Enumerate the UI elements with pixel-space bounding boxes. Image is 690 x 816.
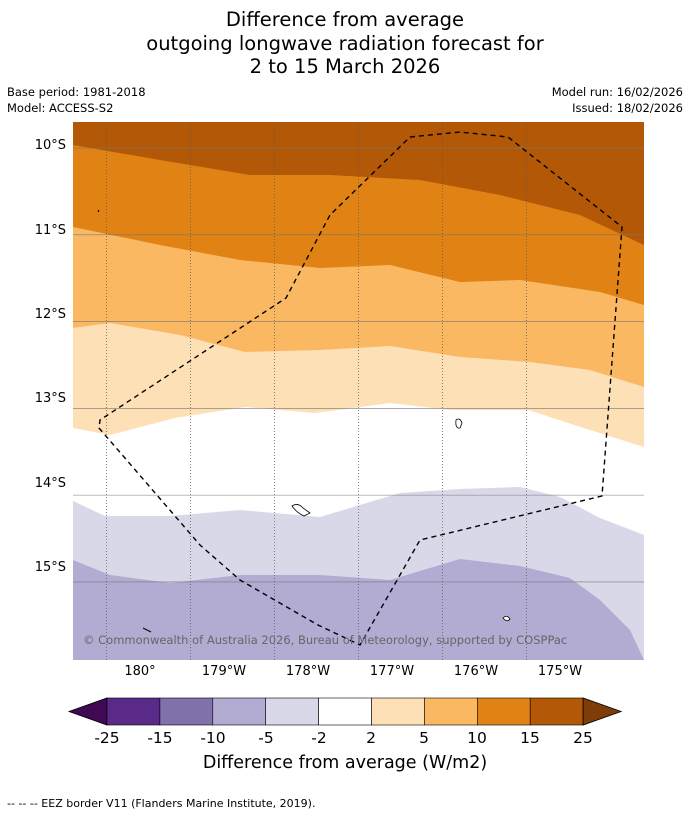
colorbar-swatch <box>371 697 425 726</box>
colorbar-swatch <box>159 697 214 726</box>
colorbar-tick-label: 5 <box>419 729 429 747</box>
lat-label-14s: 14°S <box>34 476 66 491</box>
anomaly-band-minus-5-10 <box>73 559 644 660</box>
issued-date: Issued: 18/02/2026 <box>572 101 683 115</box>
colorbar-swatch <box>106 697 161 726</box>
colorbar-tick-label: 15 <box>520 729 540 747</box>
lon-label-177w: 177°W <box>369 664 415 679</box>
colorbar-swatch <box>212 697 267 726</box>
colorbar-tick-label: -15 <box>147 729 173 747</box>
colorbar-swatch <box>318 697 372 726</box>
map-area <box>73 122 644 660</box>
copyright-credit: © Commonwealth of Australia 2026, Bureau… <box>83 633 568 647</box>
colorbar-tick-label: 10 <box>467 729 487 747</box>
base-period: Base period: 1981-2018 <box>7 85 146 99</box>
colorbar-swatch <box>476 697 531 726</box>
colorbar-tick-label: -2 <box>311 729 327 747</box>
colorbar-swatch <box>265 697 319 726</box>
title-line-3: 2 to 15 March 2026 <box>249 55 441 78</box>
colorbar-tick-label: -10 <box>200 729 226 747</box>
island-shape <box>142 627 152 633</box>
colorbar-tick-label: 25 <box>573 729 593 747</box>
island-shape <box>97 209 100 213</box>
colorbar-min-extension <box>67 697 108 726</box>
lon-label-178w: 178°W <box>285 664 331 679</box>
lon-label-176w: 176°W <box>453 664 499 679</box>
colorbar-max-extension <box>582 697 623 726</box>
lat-label-13s: 13°S <box>34 391 66 406</box>
island-shape <box>291 504 311 517</box>
chart-title: Difference from average outgoing longwav… <box>0 8 690 79</box>
model-run: Model run: 16/02/2026 <box>551 85 683 99</box>
lon-label-180: 180° <box>124 664 156 679</box>
lat-label-15s: 15°S <box>34 560 66 575</box>
eez-border <box>98 131 623 646</box>
colorbar-tick-label: 2 <box>366 729 376 747</box>
island-shape <box>455 418 463 429</box>
footnote: -- -- -- EEZ border V11 (Flanders Marine… <box>7 797 316 810</box>
lon-label-175w: 175°W <box>537 664 583 679</box>
lon-label-179w: 179°W <box>201 664 247 679</box>
lat-label-10s: 10°S <box>34 138 66 153</box>
title-line-1: Difference from average <box>225 8 465 31</box>
colorbar <box>67 697 623 726</box>
colorbar-tick-label: -5 <box>258 729 274 747</box>
lat-label-11s: 11°S <box>34 223 66 238</box>
meta-right: Model run: 16/02/2026 Issued: 18/02/2026 <box>552 84 683 116</box>
graticule <box>73 122 644 660</box>
colorbar-swatch <box>424 697 478 726</box>
colorbar-tick-label: -25 <box>94 729 120 747</box>
title-line-2: outgoing longwave radiation forecast for <box>146 31 544 55</box>
island-shape <box>502 615 511 622</box>
model-name: Model: ACCESS-S2 <box>7 101 114 115</box>
colorbar-title: Difference from average (W/m2) <box>202 753 488 773</box>
colorbar-swatch <box>529 697 584 726</box>
meta-left: Base period: 1981-2018 Model: ACCESS-S2 <box>7 84 146 116</box>
lat-label-12s: 12°S <box>34 307 66 322</box>
